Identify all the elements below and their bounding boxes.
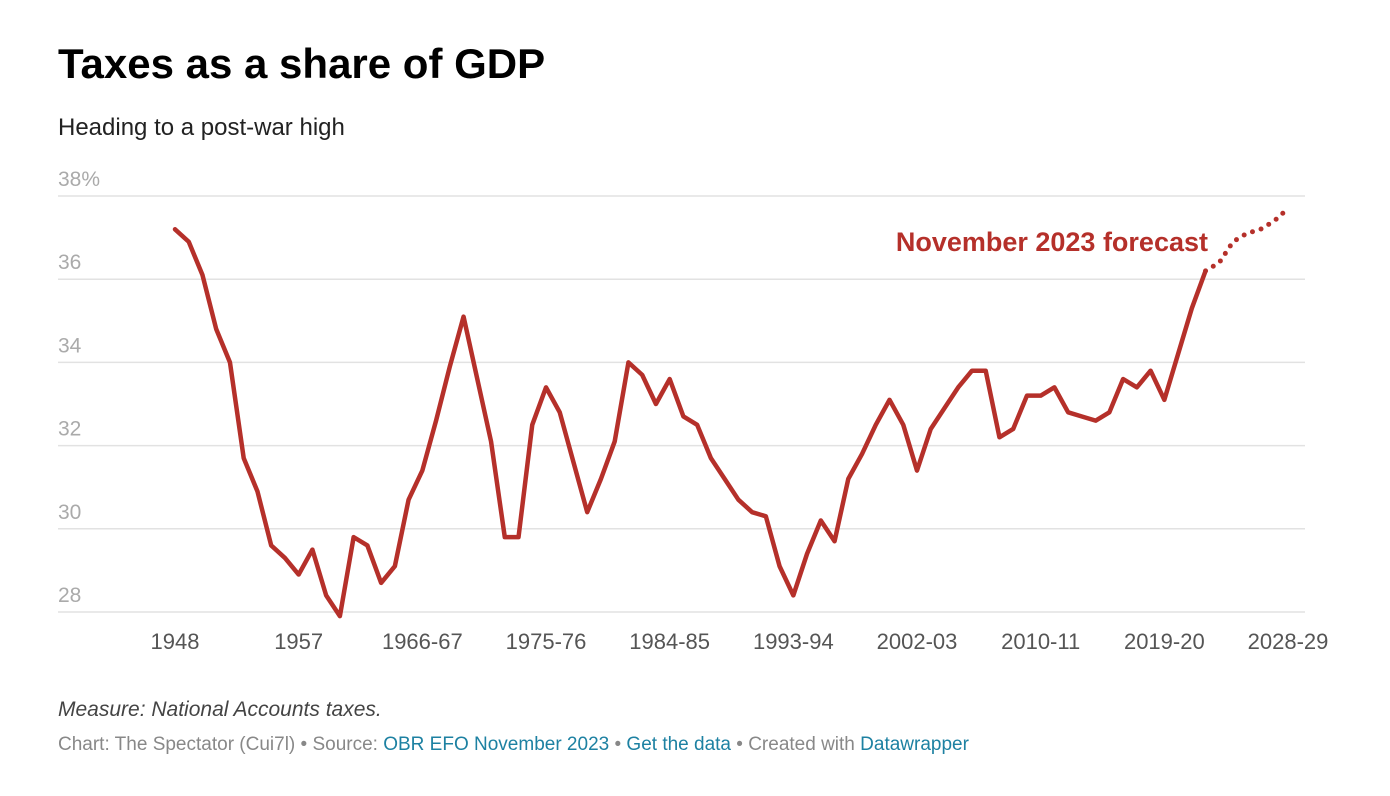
y-tick-label: 38% xyxy=(58,168,100,191)
x-tick-label: 2028-29 xyxy=(1248,629,1329,654)
lines xyxy=(172,205,1291,619)
y-tick-label: 30 xyxy=(58,501,81,524)
chart-subtitle: Heading to a post-war high xyxy=(58,114,345,141)
annotation: November 2023 forecast xyxy=(896,227,1208,257)
x-tick-label: 1966-67 xyxy=(382,629,463,654)
footer: Measure: National Accounts taxes. Chart:… xyxy=(58,698,969,756)
x-tick-label: 2010-11 xyxy=(1001,629,1080,654)
footer-note: Measure: National Accounts taxes. xyxy=(58,698,382,721)
chart-title: Taxes as a share of GDP xyxy=(58,40,545,87)
x-tick-label: 1975-76 xyxy=(506,629,587,654)
x-tick-label: 2002-03 xyxy=(877,629,958,654)
x-tick-label: 1957 xyxy=(274,629,323,654)
grid: 28 30 32 34 36 38% 1948 1957 1966-67 1975-76 1984-… xyxy=(58,168,1328,654)
x-tick-label: 1948 xyxy=(151,629,200,654)
footer-credit: Chart: The Spectator (Cui7l) • Source: O… xyxy=(58,734,969,756)
series-line xyxy=(172,227,1208,619)
y-tick-label: 28 xyxy=(58,584,81,607)
source-link[interactable]: OBR EFO November 2023 xyxy=(383,734,610,755)
y-tick-label: 34 xyxy=(58,334,82,357)
y-tick-label: 32 xyxy=(58,418,81,441)
x-tick-label: 1984-85 xyxy=(629,629,710,654)
credit-text: • Created with xyxy=(731,734,861,755)
separator: • xyxy=(609,734,627,755)
datawrapper-link[interactable]: Datawrapper xyxy=(860,734,969,755)
data-link[interactable]: Get the data xyxy=(626,734,731,755)
x-tick-label: 2019-20 xyxy=(1124,629,1205,654)
y-tick-label: 36 xyxy=(58,251,81,274)
series-line xyxy=(1203,205,1291,274)
credit-text: Chart: The Spectator (Cui7l) • Source: xyxy=(58,734,384,755)
x-tick-label: 1993-94 xyxy=(753,629,834,654)
chart: Taxes as a share of GDP Heading to a pos… xyxy=(58,40,1328,654)
